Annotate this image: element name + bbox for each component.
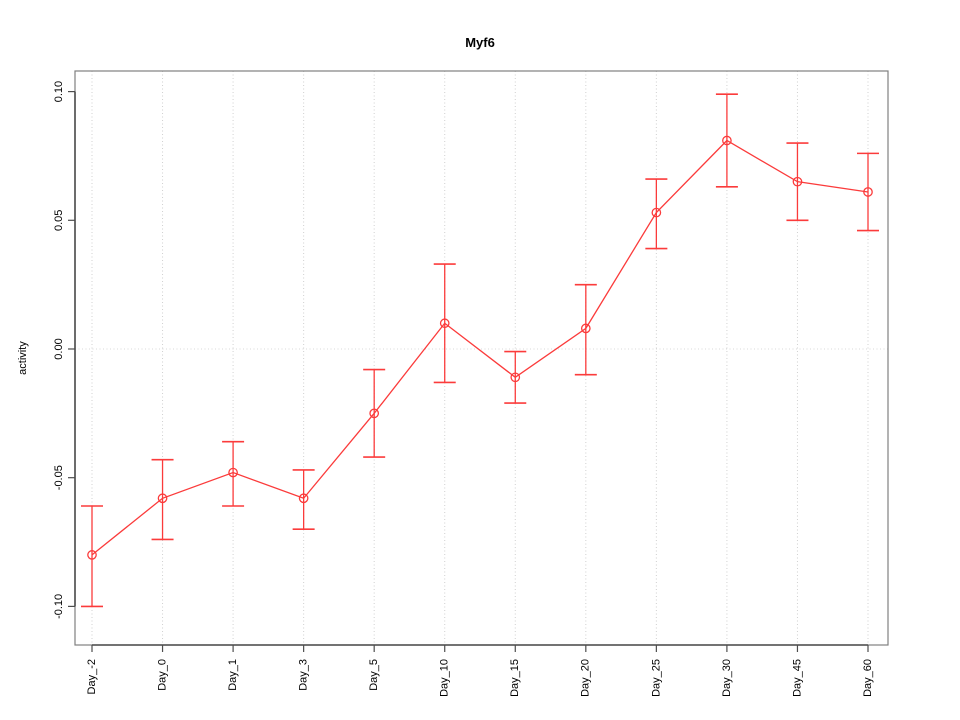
grid-lines-vertical [91,71,869,645]
x-tick-label: Day_-2 [86,659,98,694]
x-tick-label: Day_20 [580,659,592,697]
x-tick-label: Day_1 [227,659,239,691]
x-tick-label: Day_5 [368,659,380,691]
y-axis-title: activity [17,341,29,375]
data-point-marker [792,176,803,187]
data-point-marker [580,323,591,334]
y-axis-group: -0.10 -0.05 0.00 0.05 0.10 activity [17,81,76,619]
x-tick-label: Day_3 [298,659,310,691]
y-axis-ticks [68,90,75,607]
x-tick-label: Day_0 [156,659,168,691]
data-point-marker [510,372,521,383]
plot-frame [74,70,889,646]
x-axis-ticks [91,645,869,652]
data-point-marker [369,408,380,419]
data-point-marker [651,207,662,218]
y-tick-label: -0.10 [53,594,65,619]
data-point-marker [298,493,309,504]
data-point-marker [228,467,238,478]
x-axis-group: Day_-2 Day_0 Day_1 Day_3 Day_5 Day_10 Day_15 Da… [86,644,874,697]
y-tick-label: 0.05 [53,210,65,231]
data-point-marker [157,493,168,504]
data-point-marker [87,550,97,560]
data-point-markers [87,135,873,560]
y-axis-tick-labels: -0.10 -0.05 0.00 0.05 0.10 [53,81,65,619]
data-point-marker [439,318,450,329]
plot-frame-group [74,70,889,646]
x-axis-tick-labels: Day_-2 Day_0 Day_1 Day_3 Day_5 Day_10 Day_15 Da… [86,659,874,697]
data-point-marker [722,135,732,146]
x-tick-label: Day_45 [791,659,803,697]
x-tick-label: Day_25 [650,659,662,697]
x-tick-label: Day_15 [509,659,521,697]
x-tick-label: Day_30 [721,659,733,697]
y-tick-label: 0.00 [53,338,65,359]
y-tick-label: -0.05 [53,465,65,490]
chart-title: Myf6 [465,35,495,50]
x-tick-label: Day_10 [439,659,451,697]
y-tick-label: 0.10 [53,81,65,102]
x-tick-label: Day_60 [862,659,874,697]
data-point-marker [863,187,873,197]
series-line-activity [91,139,869,556]
